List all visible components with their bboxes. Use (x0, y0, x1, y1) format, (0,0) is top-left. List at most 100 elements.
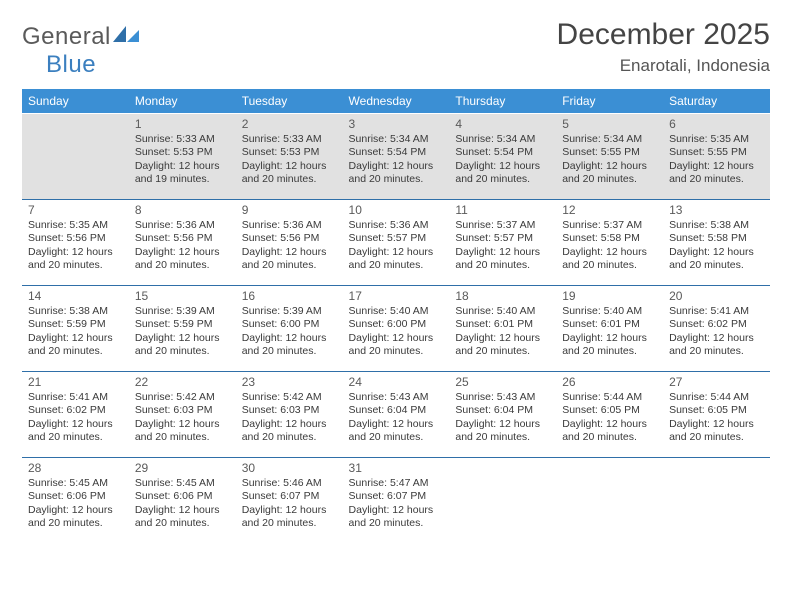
day-number: 19 (562, 289, 657, 303)
calendar-cell: 4Sunrise: 5:34 AMSunset: 5:54 PMDaylight… (449, 114, 556, 200)
day-number: 20 (669, 289, 764, 303)
day-info: Sunrise: 5:38 AMSunset: 5:58 PMDaylight:… (669, 219, 764, 273)
calendar-table: SundayMondayTuesdayWednesdayThursdayFrid… (22, 89, 770, 544)
day-number: 6 (669, 117, 764, 131)
calendar-cell: 22 Sunrise: 5:42 AMSunset: 6:03 PMDayligh… (129, 372, 236, 458)
day-number: 27 (669, 375, 764, 389)
day-info: Sunrise: 5:45 AMSunset: 6:06 PMDaylight:… (28, 477, 123, 531)
header: General Blue December 2025 Enarotali, In… (22, 18, 770, 79)
logo: General Blue (22, 18, 139, 79)
day-number: 7 (28, 203, 123, 217)
title-block: December 2025 Enarotali, Indonesia (557, 18, 770, 76)
calendar-cell (449, 458, 556, 544)
calendar-cell: 6 Sunrise: 5:35 AMSunset: 5:55 PMDaylight… (663, 114, 770, 200)
day-info: Sunrise: 5:40 AMSunset: 6:01 PMDaylight:… (455, 305, 550, 359)
day-info: Sunrise: 5:35 AMSunset: 5:56 PMDaylight:… (28, 219, 123, 273)
page-title: December 2025 (557, 18, 770, 52)
calendar-cell: 18Sunrise: 5:40 AMSunset: 6:01 PMDayligh… (449, 286, 556, 372)
calendar-cell: 5 Sunrise: 5:34 AMSunset: 5:55 PMDaylight… (556, 114, 663, 200)
weekday-header: Wednesday (343, 89, 450, 114)
calendar-cell: 11 Sunrise: 5:37 AMSunset: 5:57 PMDayligh… (449, 200, 556, 286)
calendar-cell: 3 Sunrise: 5:34 AMSunset: 5:54 PMDaylight… (343, 114, 450, 200)
day-info: Sunrise: 5:37 AMSunset: 5:58 PMDaylight:… (562, 219, 657, 273)
day-number: 3 (349, 117, 444, 131)
day-number: 16 (242, 289, 337, 303)
day-info: Sunrise: 5:37 AMSunset: 5:57 PMDaylight:… (455, 219, 550, 273)
day-info: Sunrise: 5:36 AMSunset: 5:56 PMDaylight:… (242, 219, 337, 273)
calendar-cell: 16Sunrise: 5:39 AMSunset: 6:00 PMDayligh… (236, 286, 343, 372)
day-info: Sunrise: 5:34 AMSunset: 5:54 PMDaylight:… (455, 133, 550, 187)
day-info: Sunrise: 5:45 AMSunset: 6:06 PMDaylight:… (135, 477, 230, 531)
day-info: Sunrise: 5:33 AMSunset: 5:53 PMDaylight:… (242, 133, 337, 187)
day-info: Sunrise: 5:43 AMSunset: 6:04 PMDaylight:… (349, 391, 444, 445)
calendar-cell: 27Sunrise: 5:44 AMSunset: 6:05 PMDayligh… (663, 372, 770, 458)
logo-text: General Blue (22, 22, 139, 79)
logo-part2: Blue (46, 51, 96, 78)
calendar-cell: 15 Sunrise: 5:39 AMSunset: 5:59 PMDayligh… (129, 286, 236, 372)
calendar-cell: 13 Sunrise: 5:38 AMSunset: 5:58 PMDayligh… (663, 200, 770, 286)
day-number: 28 (28, 461, 123, 475)
calendar-body: 1 Sunrise: 5:33 AMSunset: 5:53 PMDaylight… (22, 114, 770, 544)
calendar-cell: 25Sunrise: 5:43 AMSunset: 6:04 PMDayligh… (449, 372, 556, 458)
location: Enarotali, Indonesia (557, 56, 770, 76)
day-info: Sunrise: 5:41 AMSunset: 6:02 PMDaylight:… (669, 305, 764, 359)
calendar-cell (556, 458, 663, 544)
calendar-cell: 10Sunrise: 5:36 AMSunset: 5:57 PMDayligh… (343, 200, 450, 286)
calendar-cell: 23Sunrise: 5:42 AMSunset: 6:03 PMDayligh… (236, 372, 343, 458)
weekday-header: Saturday (663, 89, 770, 114)
day-number: 11 (455, 203, 550, 217)
day-info: Sunrise: 5:42 AMSunset: 6:03 PMDaylight:… (135, 391, 230, 445)
weekday-header: Tuesday (236, 89, 343, 114)
calendar-cell: 28 Sunrise: 5:45 AMSunset: 6:06 PMDayligh… (22, 458, 129, 544)
calendar-cell: 21 Sunrise: 5:41 AMSunset: 6:02 PMDayligh… (22, 372, 129, 458)
calendar-cell: 7 Sunrise: 5:35 AMSunset: 5:56 PMDaylight… (22, 200, 129, 286)
day-number: 5 (562, 117, 657, 131)
day-info: Sunrise: 5:40 AMSunset: 6:00 PMDaylight:… (349, 305, 444, 359)
calendar-cell: 19 Sunrise: 5:40 AMSunset: 6:01 PMDayligh… (556, 286, 663, 372)
day-info: Sunrise: 5:47 AMSunset: 6:07 PMDaylight:… (349, 477, 444, 531)
calendar-cell: 9 Sunrise: 5:36 AMSunset: 5:56 PMDaylight… (236, 200, 343, 286)
day-number: 26 (562, 375, 657, 389)
day-number: 23 (242, 375, 337, 389)
weekday-header: Sunday (22, 89, 129, 114)
day-number: 15 (135, 289, 230, 303)
day-info: Sunrise: 5:36 AMSunset: 5:56 PMDaylight:… (135, 219, 230, 273)
day-info: Sunrise: 5:44 AMSunset: 6:05 PMDaylight:… (562, 391, 657, 445)
day-number: 25 (455, 375, 550, 389)
calendar-cell (22, 114, 129, 200)
day-info: Sunrise: 5:38 AMSunset: 5:59 PMDaylight:… (28, 305, 123, 359)
day-info: Sunrise: 5:40 AMSunset: 6:01 PMDaylight:… (562, 305, 657, 359)
day-info: Sunrise: 5:33 AMSunset: 5:53 PMDaylight:… (135, 133, 230, 187)
calendar-cell: 1 Sunrise: 5:33 AMSunset: 5:53 PMDaylight… (129, 114, 236, 200)
calendar-cell: 8 Sunrise: 5:36 AMSunset: 5:56 PMDaylight… (129, 200, 236, 286)
calendar-cell: 2 Sunrise: 5:33 AMSunset: 5:53 PMDaylight… (236, 114, 343, 200)
day-number: 14 (28, 289, 123, 303)
day-info: Sunrise: 5:41 AMSunset: 6:02 PMDaylight:… (28, 391, 123, 445)
day-number: 9 (242, 203, 337, 217)
day-number: 2 (242, 117, 337, 131)
day-number: 29 (135, 461, 230, 475)
day-number: 13 (669, 203, 764, 217)
day-info: Sunrise: 5:34 AMSunset: 5:55 PMDaylight:… (562, 133, 657, 187)
day-number: 1 (135, 117, 230, 131)
day-info: Sunrise: 5:36 AMSunset: 5:57 PMDaylight:… (349, 219, 444, 273)
weekday-header: Thursday (449, 89, 556, 114)
calendar-header-row: SundayMondayTuesdayWednesdayThursdayFrid… (22, 89, 770, 114)
calendar-cell: 17Sunrise: 5:40 AMSunset: 6:00 PMDayligh… (343, 286, 450, 372)
day-info: Sunrise: 5:35 AMSunset: 5:55 PMDaylight:… (669, 133, 764, 187)
logo-part1: General (22, 23, 111, 50)
day-number: 12 (562, 203, 657, 217)
day-number: 8 (135, 203, 230, 217)
calendar-cell: 24Sunrise: 5:43 AMSunset: 6:04 PMDayligh… (343, 372, 450, 458)
calendar-cell: 31Sunrise: 5:47 AMSunset: 6:07 PMDayligh… (343, 458, 450, 544)
day-number: 21 (28, 375, 123, 389)
calendar-cell: 30Sunrise: 5:46 AMSunset: 6:07 PMDayligh… (236, 458, 343, 544)
day-info: Sunrise: 5:39 AMSunset: 5:59 PMDaylight:… (135, 305, 230, 359)
calendar-cell (663, 458, 770, 544)
day-info: Sunrise: 5:34 AMSunset: 5:54 PMDaylight:… (349, 133, 444, 187)
calendar-cell: 20 Sunrise: 5:41 AMSunset: 6:02 PMDayligh… (663, 286, 770, 372)
day-number: 22 (135, 375, 230, 389)
day-info: Sunrise: 5:46 AMSunset: 6:07 PMDaylight:… (242, 477, 337, 531)
calendar-cell: 26 Sunrise: 5:44 AMSunset: 6:05 PMDayligh… (556, 372, 663, 458)
calendar-cell: 29 Sunrise: 5:45 AMSunset: 6:06 PMDayligh… (129, 458, 236, 544)
